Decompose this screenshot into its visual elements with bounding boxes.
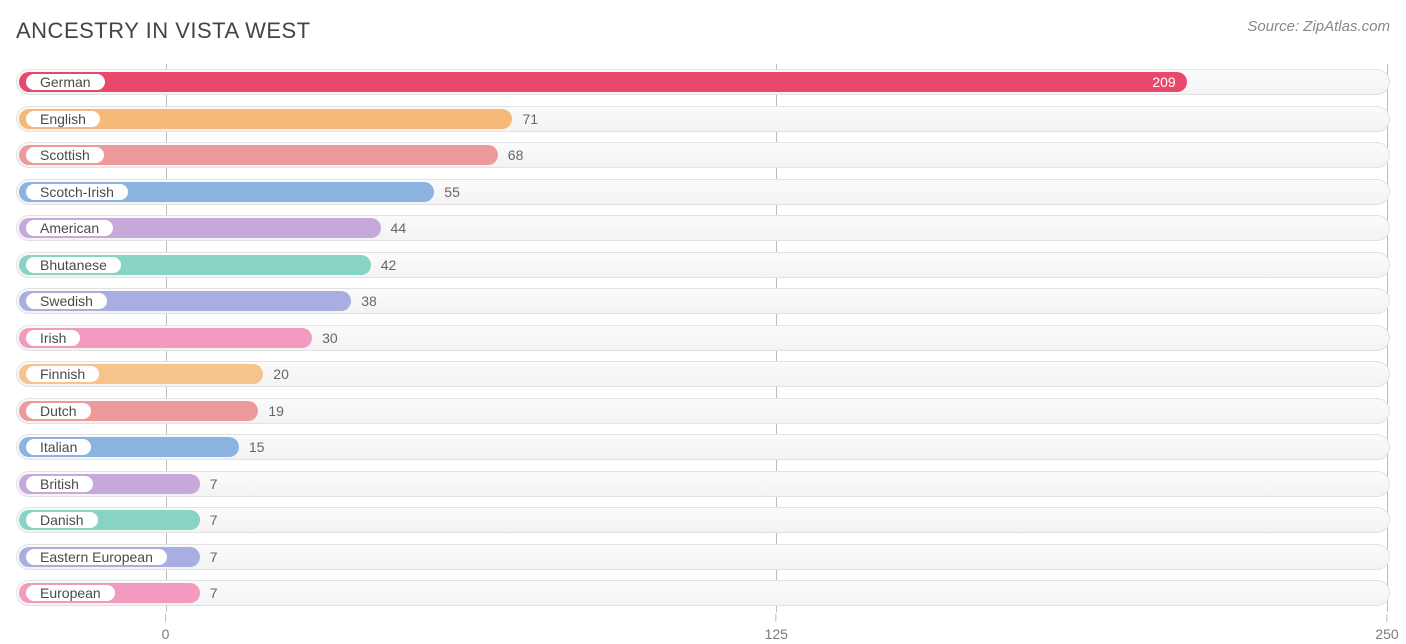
bar-row: Danish 7 — [16, 502, 1390, 539]
bar-label-pill: Italian — [24, 437, 93, 457]
bar-row: American 44 — [16, 210, 1390, 247]
bar-row: Swedish 38 — [16, 283, 1390, 320]
bar-value: 209 — [1152, 74, 1175, 90]
bar-label-pill: American — [24, 218, 115, 238]
bar-value: 71 — [522, 111, 538, 127]
bar-fill — [19, 72, 1187, 92]
bar-row: British 7 — [16, 466, 1390, 503]
bar-label-pill: Eastern European — [24, 547, 169, 567]
source-value: ZipAtlas.com — [1303, 18, 1390, 35]
x-axis: 0125250 — [16, 614, 1390, 644]
bar-row: Eastern European 7 — [16, 539, 1390, 576]
x-tick: 250 — [1375, 614, 1398, 642]
bar-value: 68 — [508, 147, 524, 163]
bar-value: 38 — [361, 293, 377, 309]
x-tick: 125 — [765, 614, 788, 642]
bar-row: Finnish 20 — [16, 356, 1390, 393]
bar-row: German 209 — [16, 64, 1390, 101]
bar-label-pill: Danish — [24, 510, 100, 530]
bar-row: European 7 — [16, 575, 1390, 612]
bar-row: Dutch 19 — [16, 393, 1390, 430]
bar-label-pill: Bhutanese — [24, 255, 123, 275]
chart-source: Source: ZipAtlas.com — [1247, 18, 1390, 35]
bar-row: Scottish 68 — [16, 137, 1390, 174]
source-label: Source: — [1247, 18, 1299, 35]
bar-track — [16, 544, 1390, 570]
bar-track — [16, 507, 1390, 533]
bar-label-pill: German — [24, 72, 107, 92]
tick-mark — [776, 614, 777, 622]
bar-row: Bhutanese 42 — [16, 247, 1390, 284]
tick-label: 0 — [162, 626, 170, 642]
bar-label-pill: Scotch-Irish — [24, 182, 130, 202]
bar-row: English 71 — [16, 101, 1390, 138]
bar-value: 15 — [249, 439, 265, 455]
bar-chart: German 209 English 71 Scottish 68 Scotch-Irish… — [16, 64, 1390, 644]
chart-header: ANCESTRY IN VISTA WEST Source: ZipAtlas.… — [16, 18, 1390, 44]
bar-track — [16, 580, 1390, 606]
bar-value: 55 — [444, 184, 460, 200]
bar-value: 7 — [210, 512, 218, 528]
bar-label-pill: English — [24, 109, 102, 129]
bar-label-pill: Swedish — [24, 291, 109, 311]
bar-label-pill: Irish — [24, 328, 82, 348]
bar-value: 44 — [391, 220, 407, 236]
bar-label-pill: Dutch — [24, 401, 93, 421]
bar-value: 7 — [210, 476, 218, 492]
tick-mark — [165, 614, 166, 622]
bar-row: Scotch-Irish 55 — [16, 174, 1390, 211]
bar-row: Irish 30 — [16, 320, 1390, 357]
bar-label-pill: British — [24, 474, 95, 494]
bar-value: 42 — [381, 257, 397, 273]
tick-label: 125 — [765, 626, 788, 642]
bar-label-pill: Finnish — [24, 364, 101, 384]
chart-title: ANCESTRY IN VISTA WEST — [16, 18, 311, 44]
bar-label-pill: European — [24, 583, 117, 603]
bar-value: 7 — [210, 549, 218, 565]
bar-row: Italian 15 — [16, 429, 1390, 466]
tick-mark — [1386, 614, 1387, 622]
bar-label-pill: Scottish — [24, 145, 106, 165]
bar-value: 20 — [273, 366, 289, 382]
tick-label: 250 — [1375, 626, 1398, 642]
x-tick: 0 — [162, 614, 170, 642]
bar-track — [16, 471, 1390, 497]
bar-value: 30 — [322, 330, 338, 346]
bar-value: 19 — [268, 403, 284, 419]
bar-value: 7 — [210, 585, 218, 601]
